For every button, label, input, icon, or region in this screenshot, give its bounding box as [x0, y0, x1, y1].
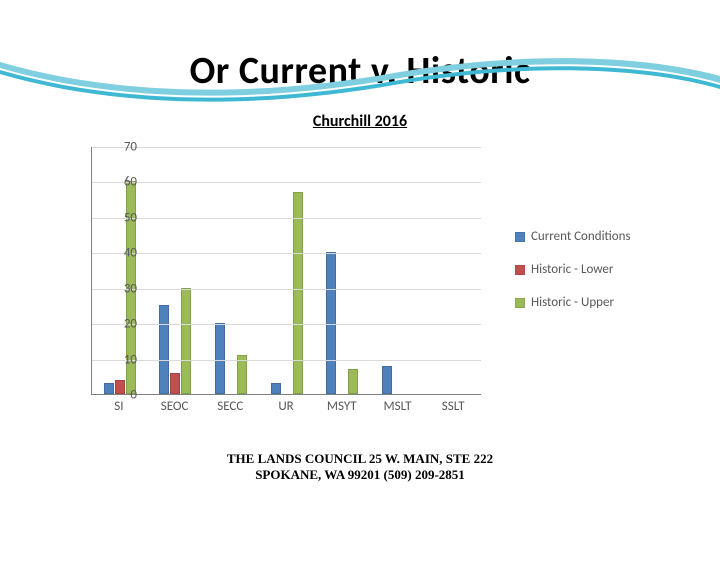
- gridline: [92, 253, 481, 254]
- legend-swatch: [515, 298, 525, 308]
- gridline: [92, 218, 481, 219]
- bar: [382, 366, 392, 394]
- bar: [271, 383, 281, 394]
- bar-group: [425, 147, 481, 394]
- y-tick-label: 50: [107, 210, 137, 225]
- bar: [326, 252, 336, 394]
- bar-group: [259, 147, 315, 394]
- gridline: [92, 360, 481, 361]
- bar-group: [370, 147, 426, 394]
- page-title: Or Current v. Historic: [0, 48, 720, 94]
- bar-group: [148, 147, 204, 394]
- bar: [293, 192, 303, 394]
- bar: [348, 369, 358, 394]
- y-tick-label: 40: [107, 246, 137, 261]
- y-tick-label: 30: [107, 281, 137, 296]
- chart-container: 010203040506070 SISEOCSECCURMSYTMSLTSSLT…: [55, 139, 665, 429]
- x-tick-label: SECC: [202, 399, 258, 414]
- chart-plot-area: 010203040506070 SISEOCSECCURMSYTMSLTSSLT: [55, 139, 495, 429]
- gridline: [92, 147, 481, 148]
- chart-subtitle: Churchill 2016: [0, 112, 720, 131]
- legend-item: Historic - Lower: [515, 262, 665, 277]
- y-tick-label: 60: [107, 175, 137, 190]
- legend-swatch: [515, 232, 525, 242]
- x-tick-label: MSYT: [314, 399, 370, 414]
- y-tick-label: 70: [107, 140, 137, 155]
- bar: [181, 288, 191, 394]
- gridline: [92, 324, 481, 325]
- y-tick-label: 10: [107, 352, 137, 367]
- x-tick-label: SEOC: [147, 399, 203, 414]
- bar-group: [314, 147, 370, 394]
- bar-group: [203, 147, 259, 394]
- y-tick-label: 20: [107, 317, 137, 332]
- legend: Current Conditions Historic - Lower Histor…: [495, 139, 665, 310]
- footer-line2: SPOKANE, WA 99201 (509) 209-2851: [0, 467, 720, 483]
- bar: [237, 355, 247, 394]
- x-tick-label: MSLT: [370, 399, 426, 414]
- bar: [159, 305, 169, 394]
- x-tick-label: SSLT: [425, 399, 481, 414]
- x-tick-label: SI: [91, 399, 147, 414]
- legend-label: Current Conditions: [531, 229, 631, 244]
- footer-line1: THE LANDS COUNCIL 25 W. MAIN, STE 222: [0, 451, 720, 467]
- legend-label: Historic - Upper: [531, 295, 614, 310]
- legend-swatch: [515, 265, 525, 275]
- footer-address: THE LANDS COUNCIL 25 W. MAIN, STE 222 SP…: [0, 451, 720, 484]
- legend-item: Historic - Upper: [515, 295, 665, 310]
- gridline: [92, 182, 481, 183]
- bar: [170, 373, 180, 394]
- x-tick-label: UR: [258, 399, 314, 414]
- legend-item: Current Conditions: [515, 229, 665, 244]
- gridline: [92, 289, 481, 290]
- legend-label: Historic - Lower: [531, 262, 613, 277]
